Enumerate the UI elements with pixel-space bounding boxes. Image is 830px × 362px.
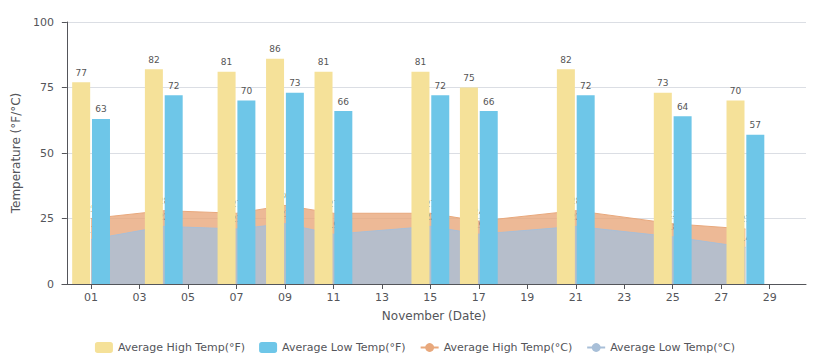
svg-text:75: 75: [40, 81, 54, 94]
svg-text:Average Low Temp(°F): Average Low Temp(°F): [282, 341, 406, 354]
svg-text:75: 75: [463, 73, 474, 83]
svg-text:72: 72: [580, 81, 591, 91]
svg-text:03: 03: [133, 291, 147, 304]
svg-text:57: 57: [750, 120, 761, 130]
svg-text:72: 72: [168, 81, 179, 91]
svg-text:0: 0: [47, 278, 54, 291]
svg-text:Average High Temp(°F): Average High Temp(°F): [118, 341, 245, 354]
svg-text:09: 09: [278, 291, 292, 304]
svg-text:72: 72: [435, 81, 446, 91]
svg-text:Average Low Temp(°C): Average Low Temp(°C): [610, 341, 735, 354]
svg-text:29: 29: [763, 291, 777, 304]
svg-text:82: 82: [148, 55, 159, 65]
svg-text:81: 81: [415, 57, 426, 67]
svg-text:66: 66: [483, 97, 495, 107]
svg-text:100: 100: [33, 16, 54, 29]
svg-text:Temperature (°F/°C): Temperature (°F/°C): [9, 93, 23, 215]
svg-text:23: 23: [617, 291, 631, 304]
svg-text:05: 05: [181, 291, 195, 304]
svg-text:25: 25: [666, 291, 680, 304]
svg-text:70: 70: [241, 86, 253, 96]
svg-text:19: 19: [520, 291, 534, 304]
svg-text:07: 07: [229, 291, 243, 304]
svg-text:86: 86: [269, 44, 281, 54]
svg-text:27: 27: [714, 291, 728, 304]
svg-text:63: 63: [95, 104, 106, 114]
svg-text:81: 81: [221, 57, 232, 67]
svg-text:25: 25: [40, 212, 54, 225]
svg-text:November (Date): November (Date): [382, 309, 486, 323]
svg-text:82: 82: [560, 55, 571, 65]
svg-text:70: 70: [730, 86, 742, 96]
svg-text:01: 01: [84, 291, 98, 304]
svg-text:50: 50: [40, 147, 54, 160]
svg-text:17: 17: [472, 291, 486, 304]
svg-text:11: 11: [326, 291, 340, 304]
svg-text:66: 66: [338, 97, 350, 107]
svg-text:Average High Temp(°C): Average High Temp(°C): [444, 341, 573, 354]
svg-text:21: 21: [569, 291, 583, 304]
svg-text:13: 13: [375, 291, 389, 304]
svg-text:77: 77: [75, 68, 86, 78]
svg-text:73: 73: [657, 78, 668, 88]
svg-text:81: 81: [318, 57, 329, 67]
svg-text:15: 15: [423, 291, 437, 304]
svg-text:73: 73: [289, 78, 300, 88]
svg-text:64: 64: [677, 102, 689, 112]
